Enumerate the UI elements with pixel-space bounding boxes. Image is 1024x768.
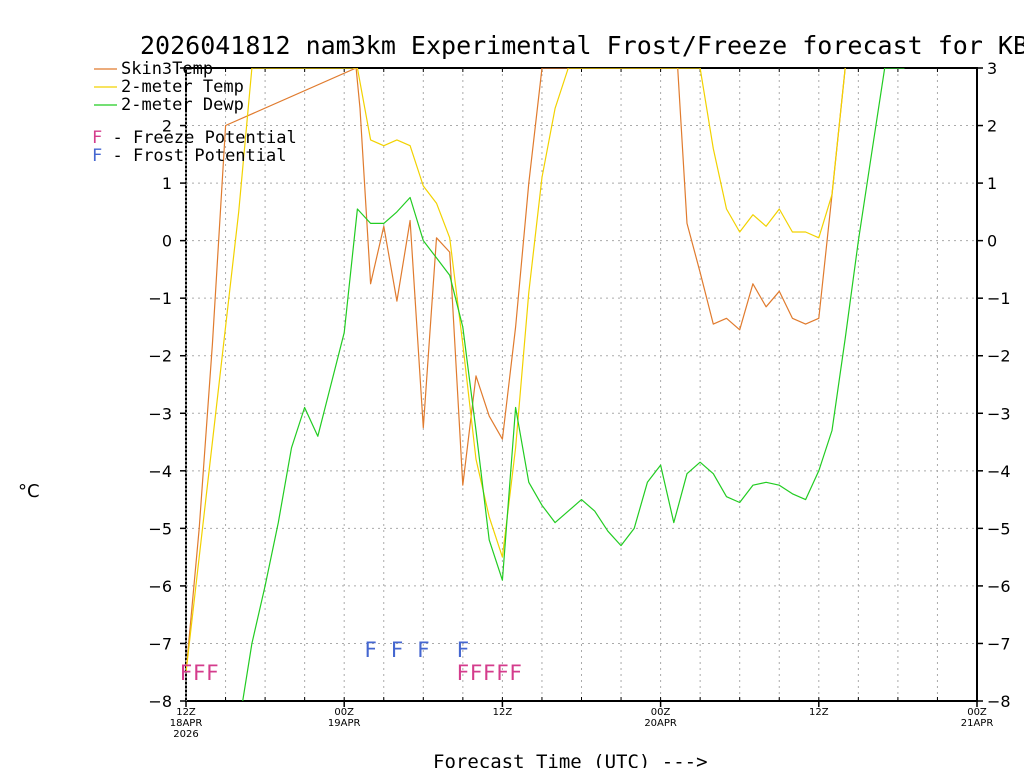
x-tick-label: 12Z [493,707,513,718]
frost-flag: F [391,638,404,662]
y-tick-label-right: −6 [987,577,1011,596]
frost-flag: F [457,638,470,662]
y-tick-label-left: −5 [148,519,172,538]
plot-frame [185,67,978,702]
x-tick-label: 2026 [173,729,198,740]
freeze-flag: F [470,661,483,685]
y-tick-label-left: 0 [162,232,172,251]
x-tick-label: 00Z [651,707,671,718]
y-tick-label-left: −2 [148,347,172,366]
potential-flags: F F F FF F F F F F F F [180,638,522,685]
y-tick-label-right: −7 [987,634,1011,653]
chart-title: 2026041812 nam3km Experimental Frost/Fre… [140,31,1024,60]
freeze-flag: F [496,661,509,685]
x-axis-label: Forecast Time (UTC) ---> [433,751,708,768]
series-lines [186,68,905,701]
y-tick-label-left: −3 [148,404,172,423]
x-tick-label: 00Z [967,707,987,718]
legend-label: Skin Temp [121,59,213,79]
legend-flag-entry: F - Frost Potential [92,146,286,166]
y-tick-label-right: 0 [987,232,997,251]
legend-flag-entry: F - Freeze Potential [92,128,297,148]
x-tick-label: 18APR [170,718,203,729]
y-tick-label-right: 2 [987,117,997,136]
y-tick-label-right: −8 [987,692,1011,711]
y-tick-label-right: −1 [987,289,1011,308]
freeze-flag: F [509,661,522,685]
y-tick-label-right: 1 [987,174,997,193]
grid [185,68,977,701]
legend-label: 2-meter Dewp [121,95,244,115]
x-tick-label: 12Z [809,707,829,718]
y-tick-label-right: −3 [987,404,1011,423]
y-tick-label-left: 1 [162,174,172,193]
y-tick-label-left: −8 [148,692,172,711]
freeze-flag: F [206,661,219,685]
y-tick-label-right: −5 [987,519,1011,538]
legend-flag-label: - Freeze Potential [102,128,296,148]
series-line-2-meter-temp [186,68,846,673]
y-tick-label-left: −7 [148,634,172,653]
y-tick-label-left: −4 [148,462,172,481]
y-tick-label-right: −2 [987,347,1011,366]
x-tick-label: 20APR [644,718,677,729]
y-tick-label-left: 3 [162,59,172,78]
y-tick-label-right: −4 [987,462,1011,481]
x-tick-label: 19APR [328,718,361,729]
y-tick-label-left: −1 [148,289,172,308]
series-line-2-meter-dewp [242,68,905,701]
x-tick-label: 12Z [176,707,196,718]
freeze-flag: F [180,661,193,685]
frost-flag: F [417,638,430,662]
legend-flag-letter: F [92,146,102,166]
y-axis-unit-label: °C [18,481,40,502]
y-tick-label-left: 2 [162,117,172,136]
y-tick-label-left: −6 [148,577,172,596]
x-tick-label: 00Z [334,707,354,718]
legend-flag-label: - Frost Potential [102,146,286,166]
freeze-flag: F [483,661,496,685]
series-line-skin-temp [186,68,846,673]
freeze-flag: F [193,661,206,685]
frost-flag: F [364,638,377,662]
y-tick-label-right: 3 [987,59,997,78]
legend-flag-letter: F [92,128,102,148]
legend-label: 2-meter Temp [121,77,244,97]
x-tick-label: 21APR [961,718,994,729]
freeze-flag: F [457,661,470,685]
axis-ticks: −8 −8 −7 −7 −6 −6 −5 −5 −4 −4 −3 −3 −2 −2 −1 −1 0 0 1 1 2 2 3 3… [148,59,1010,740]
